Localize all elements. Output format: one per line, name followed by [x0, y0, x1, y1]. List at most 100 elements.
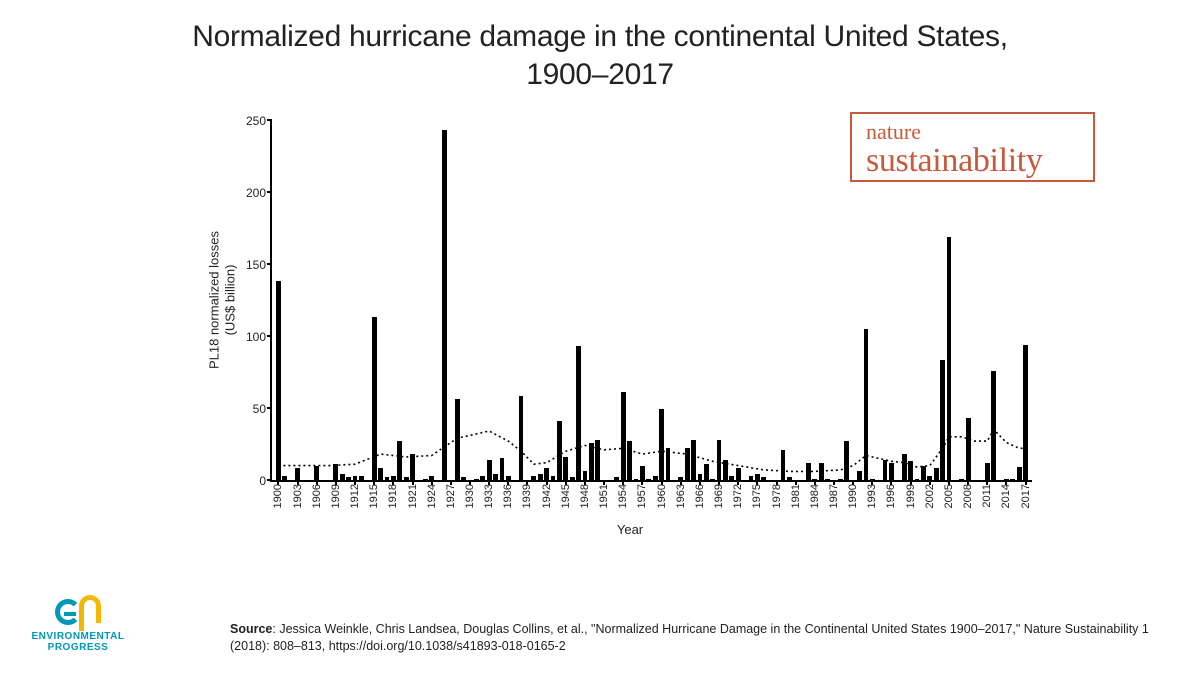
- y-tick-mark: [267, 335, 272, 337]
- bar: [595, 440, 600, 480]
- bar: [519, 396, 524, 480]
- bar: [653, 476, 658, 480]
- bar: [385, 477, 390, 480]
- x-tick-label: 1975: [751, 484, 763, 508]
- x-tick-label: 1927: [445, 484, 457, 508]
- x-tick-label: 1972: [732, 484, 744, 508]
- ep-logo: ENVIRONMENTAL PROGRESS: [28, 595, 128, 653]
- bar: [276, 281, 281, 480]
- x-tick-label: 2017: [1020, 484, 1032, 508]
- bar: [806, 463, 811, 480]
- x-axis-label: Year: [210, 522, 1050, 537]
- y-tick-mark: [267, 119, 272, 121]
- bar: [678, 477, 683, 480]
- bar: [506, 476, 511, 480]
- bar: [902, 454, 907, 480]
- bar: [985, 463, 990, 480]
- bar: [755, 474, 760, 480]
- bar: [1017, 467, 1022, 480]
- x-tick-label: 1939: [521, 484, 533, 508]
- bar: [583, 471, 588, 480]
- x-tick-label: 1942: [541, 484, 553, 508]
- bar: [404, 477, 409, 480]
- x-tick-label: 1963: [675, 484, 687, 508]
- x-tick-label: 1993: [866, 484, 878, 508]
- y-tick-label: 50: [253, 402, 272, 416]
- bar: [749, 476, 754, 480]
- x-tick-label: 1918: [387, 484, 399, 508]
- source-label: Source: [230, 622, 272, 636]
- bar: [493, 474, 498, 480]
- bar: [640, 466, 645, 480]
- bar: [934, 468, 939, 480]
- bar: [551, 476, 556, 480]
- bar: [729, 476, 734, 480]
- bar: [889, 463, 894, 480]
- y-tick-mark: [267, 407, 272, 409]
- x-tick-label: 1903: [292, 484, 304, 508]
- bar: [710, 479, 715, 480]
- bar: [844, 441, 849, 480]
- trend-line: [272, 120, 1032, 480]
- x-tick-label: 1921: [407, 484, 419, 508]
- x-tick-label: 1906: [311, 484, 323, 508]
- bar: [589, 443, 594, 480]
- x-tick-label: 1909: [330, 484, 342, 508]
- bar: [397, 441, 402, 480]
- y-axis-label: PL18 normalized losses(US$ billion): [206, 231, 237, 369]
- bar: [563, 457, 568, 480]
- bar: [838, 479, 843, 480]
- x-tick-label: 1912: [349, 484, 361, 508]
- bar: [333, 464, 338, 480]
- bar: [927, 476, 932, 480]
- source-citation: Source: Jessica Weinkle, Chris Landsea, …: [230, 621, 1160, 655]
- bar: [557, 421, 562, 480]
- bar: [864, 329, 869, 480]
- y-tick-label: 250: [246, 114, 272, 128]
- bar: [346, 477, 351, 480]
- bar: [921, 466, 926, 480]
- y-tick-mark: [267, 263, 272, 265]
- bar: [761, 477, 766, 480]
- bar: [915, 479, 920, 480]
- bar: [410, 454, 415, 480]
- bar: [531, 476, 536, 480]
- bar: [787, 477, 792, 480]
- x-tick-label: 1960: [656, 484, 668, 508]
- x-tick-label: 1969: [713, 484, 725, 508]
- bar: [570, 477, 575, 480]
- bar: [698, 474, 703, 480]
- bar: [480, 476, 485, 480]
- bar: [544, 468, 549, 480]
- bar: [883, 460, 888, 480]
- bar: [704, 464, 709, 480]
- bar: [627, 441, 632, 480]
- bar: [717, 440, 722, 480]
- bar: [1023, 345, 1028, 480]
- x-tick-label: 1900: [272, 484, 284, 508]
- x-tick-label: 1933: [483, 484, 495, 508]
- chart: PL18 normalized losses(US$ billion) 0501…: [210, 110, 1050, 540]
- x-tick-label: 1924: [426, 484, 438, 508]
- bar: [825, 479, 830, 480]
- x-tick-label: 1930: [464, 484, 476, 508]
- bar: [857, 471, 862, 480]
- bar: [819, 463, 824, 480]
- bar: [378, 468, 383, 480]
- bar: [646, 479, 651, 480]
- y-tick-label: 150: [246, 258, 272, 272]
- y-tick-label: 0: [259, 474, 272, 488]
- bar: [908, 461, 913, 480]
- logo-line2: PROGRESS: [28, 642, 128, 653]
- y-tick-label: 100: [246, 330, 272, 344]
- bar: [474, 479, 479, 480]
- y-tick-mark: [267, 479, 272, 481]
- x-tick-label: 1999: [905, 484, 917, 508]
- x-tick-label: 1981: [790, 484, 802, 508]
- y-tick-label: 200: [246, 186, 272, 200]
- x-tick-label: 1915: [368, 484, 380, 508]
- ep-logo-icon: [55, 595, 101, 627]
- bar: [870, 479, 875, 480]
- bar: [723, 460, 728, 480]
- bar: [1010, 479, 1015, 480]
